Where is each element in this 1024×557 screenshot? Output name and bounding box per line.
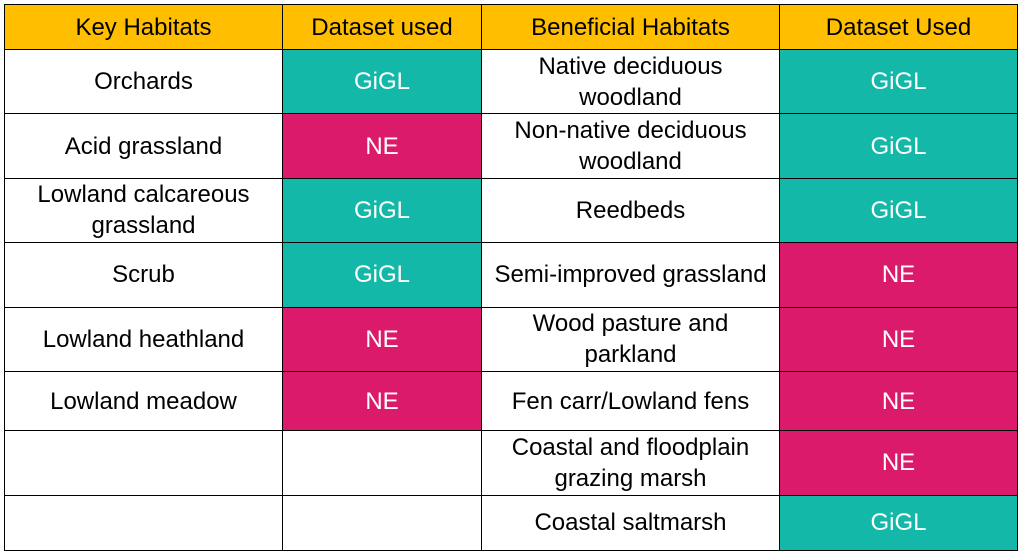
key-habitat-cell: Orchards: [4, 48, 283, 115]
beneficial-dataset-cell: NE: [779, 242, 1018, 308]
table-row: Lowland meadow NE Fen carr/Lowland fens …: [4, 370, 1018, 432]
beneficial-habitat-cell: Fen carr/Lowland fens: [481, 370, 780, 432]
key-dataset-cell: NE: [282, 306, 482, 372]
key-habitat-cell: Scrub: [4, 242, 283, 308]
table-row: Lowland heathland NE Wood pasture and pa…: [4, 306, 1018, 372]
key-dataset-cell: GiGL: [282, 242, 482, 308]
beneficial-dataset-cell: GiGL: [779, 48, 1018, 115]
beneficial-dataset-cell: GiGL: [779, 494, 1018, 552]
key-dataset-cell: [282, 494, 482, 552]
beneficial-habitat-cell: Semi-improved grassland: [481, 242, 780, 308]
habitats-table: Key Habitats Dataset used Beneficial Hab…: [4, 4, 1018, 552]
table-row: Coastal and floodplain grazing marsh NE: [4, 430, 1018, 496]
beneficial-habitat-cell: Native deciduous woodland: [481, 48, 780, 115]
beneficial-dataset-cell: NE: [779, 306, 1018, 372]
beneficial-habitat-cell: Non-native deciduous woodland: [481, 113, 780, 179]
header-key-dataset: Dataset used: [282, 4, 482, 50]
beneficial-dataset-cell: NE: [779, 370, 1018, 432]
key-dataset-cell: NE: [282, 113, 482, 179]
beneficial-habitat-cell: Coastal and floodplain grazing marsh: [481, 430, 780, 496]
key-habitat-cell: [4, 430, 283, 496]
key-dataset-cell: [282, 430, 482, 496]
key-habitat-cell: Lowland heathland: [4, 306, 283, 372]
table-header: Key Habitats Dataset used Beneficial Hab…: [4, 4, 1018, 50]
beneficial-dataset-cell: GiGL: [779, 177, 1018, 244]
key-dataset-cell: NE: [282, 370, 482, 432]
beneficial-habitat-cell: Reedbeds: [481, 177, 780, 244]
key-habitat-cell: Acid grassland: [4, 113, 283, 179]
table-row: Acid grassland NE Non-native deciduous w…: [4, 113, 1018, 179]
beneficial-habitat-cell: Wood pasture and parkland: [481, 306, 780, 372]
table-row: Scrub GiGL Semi-improved grassland NE: [4, 242, 1018, 308]
table-row: Coastal saltmarsh GiGL: [4, 494, 1018, 552]
table-row: Lowland calcareous grassland GiGL Reedbe…: [4, 177, 1018, 244]
key-habitat-cell: [4, 494, 283, 552]
header-row: Key Habitats Dataset used Beneficial Hab…: [4, 4, 1018, 50]
header-beneficial-dataset: Dataset Used: [779, 4, 1018, 50]
key-habitat-cell: Lowland calcareous grassland: [4, 177, 283, 244]
header-key-habitats: Key Habitats: [4, 4, 283, 50]
beneficial-dataset-cell: GiGL: [779, 113, 1018, 179]
table-body: Orchards GiGL Native deciduous woodland …: [4, 48, 1018, 552]
table-row: Orchards GiGL Native deciduous woodland …: [4, 48, 1018, 115]
key-dataset-cell: GiGL: [282, 177, 482, 244]
beneficial-habitat-cell: Coastal saltmarsh: [481, 494, 780, 552]
beneficial-dataset-cell: NE: [779, 430, 1018, 496]
key-habitat-cell: Lowland meadow: [4, 370, 283, 432]
key-dataset-cell: GiGL: [282, 48, 482, 115]
header-beneficial-habitats: Beneficial Habitats: [481, 4, 780, 50]
